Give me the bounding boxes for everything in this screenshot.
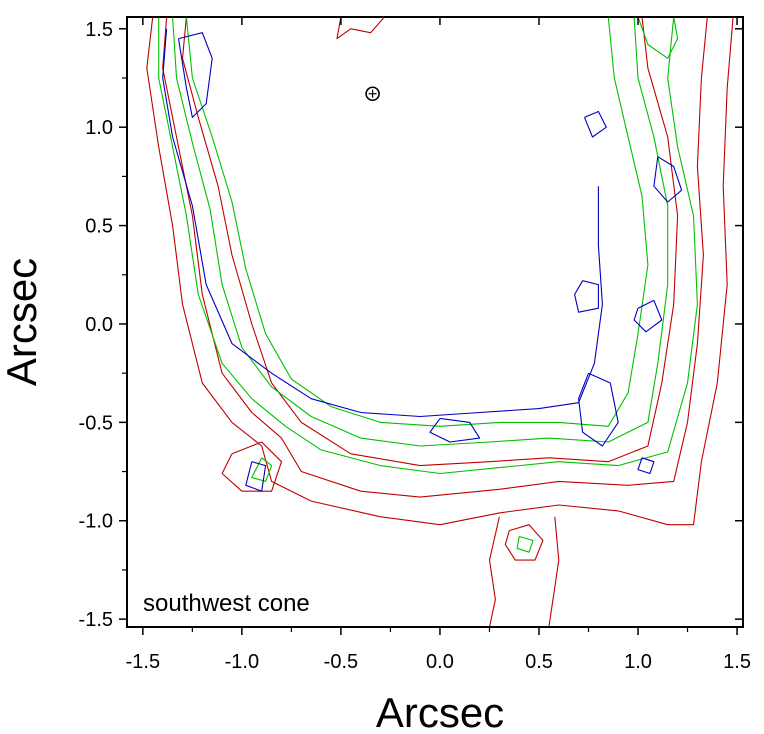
contour-line-series-0-7 (548, 516, 560, 627)
contour-line-series-1-1 (172, 17, 669, 447)
nucleus-marker (365, 86, 380, 102)
contour-line-series-0-2 (181, 17, 679, 467)
nucleus-circle (365, 86, 380, 102)
contour-line-series-1-4 (516, 535, 534, 553)
contour-line-series-0-4 (221, 441, 283, 492)
x-tick-label: -0.5 (324, 651, 358, 673)
y-tick-label: 1.5 (85, 19, 113, 41)
contour-line-series-2-7 (245, 461, 267, 492)
contours-layer (146, 17, 734, 627)
contour-line-series-1-5 (637, 17, 679, 59)
annotation-label: southwest cone (143, 590, 310, 617)
x-tick-label: 1.0 (624, 651, 652, 673)
y-tick-label: 1.0 (85, 117, 113, 139)
contour-line-series-2-2 (583, 110, 607, 138)
y-tick-label: -1.5 (79, 609, 113, 631)
x-tick-label: 0.5 (525, 651, 553, 673)
contour-line-series-2-4 (633, 299, 663, 333)
x-tick-label: -1.5 (126, 651, 160, 673)
y-tick-label: -0.5 (79, 412, 113, 434)
contour-line-series-2-9 (637, 457, 655, 475)
contour-line-series-2-8 (429, 417, 481, 443)
x-tick-label: 1.5 (723, 651, 751, 673)
contour-line-series-2-3 (653, 156, 683, 203)
contour-line-series-1-3 (251, 457, 273, 482)
x-tick-label: 0.0 (426, 651, 454, 673)
x-axis-title: Arcsec (376, 689, 504, 734)
contour-line-series-2-5 (574, 280, 599, 313)
x-tick-label: -1.0 (225, 651, 259, 673)
y-tick-label: 0.5 (85, 216, 113, 238)
y-tick-label: -1.0 (79, 511, 113, 533)
y-axis: -1.5 -1.0 -0.5 0.0 0.5 1.0 1.5 (79, 19, 743, 631)
y-tick-label: 0.0 (85, 314, 113, 336)
contour-line-series-0-1 (162, 17, 708, 498)
contour-line-series-2-0 (162, 28, 603, 418)
contour-line-series-0-6 (488, 516, 500, 627)
contour-line-series-0-5 (504, 524, 544, 561)
contour-line-series-1-0 (158, 17, 698, 475)
contour-line-series-1-2 (185, 17, 649, 427)
y-axis-title: Arcsec (0, 258, 45, 386)
x-axis: -1.5 -1.0 -0.5 0.0 0.5 1.0 1.5 (126, 17, 751, 673)
contour-line-series-2-1 (177, 32, 213, 118)
contour-line-series-2-6 (578, 372, 619, 447)
plot-frame (126, 16, 744, 628)
contour-line-series-0-0 (146, 17, 734, 526)
contour-line-series-0-3 (336, 17, 385, 40)
